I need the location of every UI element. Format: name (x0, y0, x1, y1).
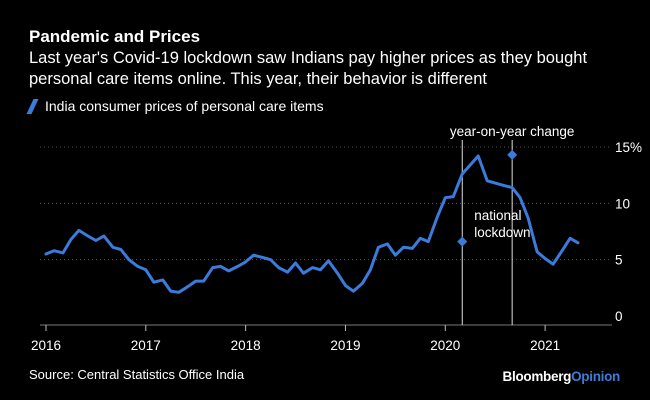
annotation-marker (457, 236, 468, 247)
annotation-lines (461, 140, 513, 325)
x-axis: 2016 2017 2018 2019 2020 2021 (31, 324, 612, 353)
annotation-marker (507, 149, 518, 160)
gridlines (40, 146, 612, 261)
annotation-labels: national lockdown year-on-year change (450, 124, 575, 240)
x-tick-label: 2018 (231, 338, 261, 353)
x-tick-label: 2016 (31, 338, 61, 353)
series-line (44, 154, 580, 294)
y-tick-label: 0 (615, 309, 623, 324)
x-tick-label: 2021 (530, 338, 560, 353)
legend-label: India consumer prices of personal care i… (45, 98, 324, 114)
brand-logo: BloombergOpinion (502, 369, 621, 384)
y-tick-label: 5 (615, 253, 623, 268)
chart-subtitle: Last year's Covid-19 lockdown saw Indian… (29, 49, 588, 88)
annotation-label-yoy: year-on-year change (450, 124, 575, 139)
y-tick-label: 15% (615, 140, 642, 155)
y-axis: 0 5 10 15% (615, 140, 642, 324)
y-tick-label: 10 (615, 196, 630, 211)
annotation-markers (457, 149, 518, 247)
source-note: Source: Central Statistics Office India (29, 367, 245, 382)
x-tick-label: 2020 (430, 338, 460, 353)
legend: India consumer prices of personal care i… (26, 98, 324, 114)
x-tick-label: 2017 (131, 338, 161, 353)
series (44, 154, 580, 294)
brand-part2: Opinion (571, 369, 620, 384)
chart-title: Pandemic and Prices (29, 27, 201, 46)
annotation-label-lockdown: national lockdown (474, 208, 530, 240)
x-tick-label: 2019 (330, 338, 360, 353)
brand-part1: Bloomberg (502, 369, 572, 384)
